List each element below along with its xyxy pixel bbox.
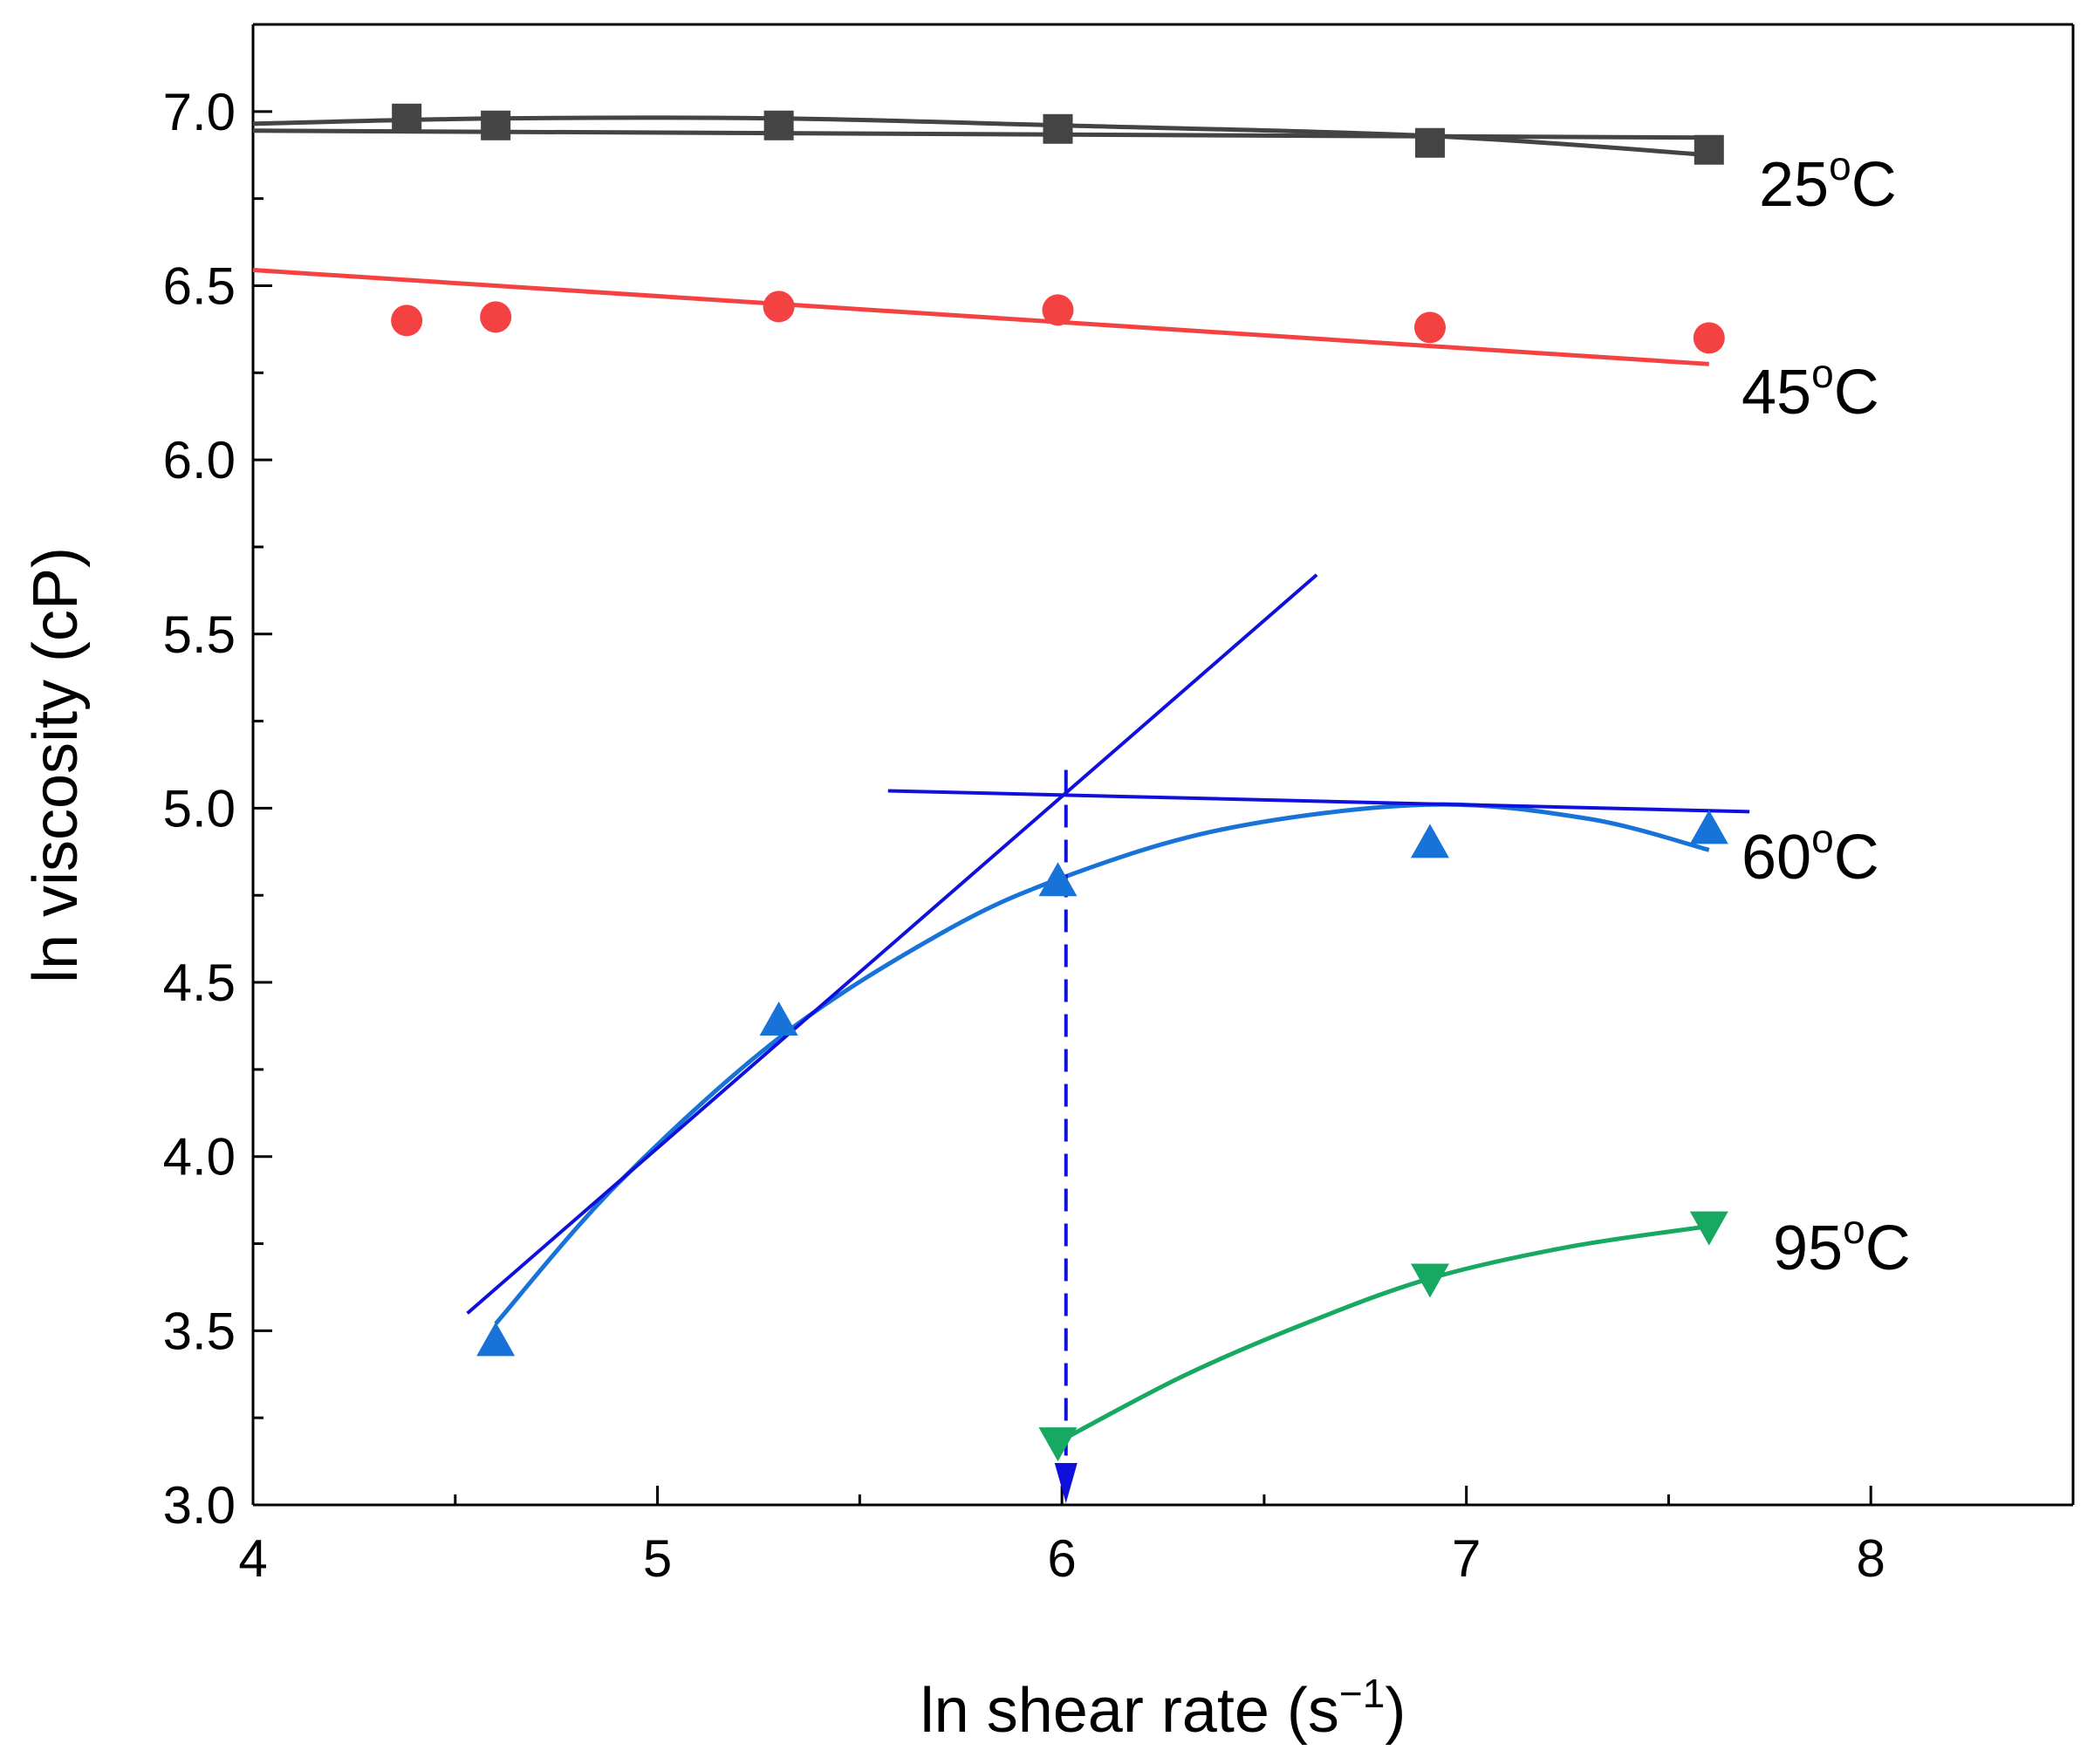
label-45C: 45oC [1742, 351, 1879, 427]
y-tick-label: 5.0 [163, 779, 236, 838]
data-point-25C [763, 110, 794, 140]
data-point-45C [391, 304, 423, 337]
data-point-60C [1689, 810, 1728, 844]
fit-lines [252, 115, 1710, 1445]
data-point-45C [1693, 322, 1725, 354]
series-labels: 25oC 45oC 60oC 95oC [1742, 143, 1911, 1283]
y-tick-label: 3.0 [163, 1476, 236, 1535]
data-point-25C [1414, 127, 1445, 158]
data-point-25C [1043, 113, 1073, 144]
y-tick-label: 7.0 [163, 83, 236, 141]
arrow-head [1054, 1463, 1078, 1503]
fit-line-95C [1057, 1224, 1710, 1445]
tangent-flat-line [887, 789, 1750, 814]
y-tick-label: 4.0 [163, 1128, 236, 1186]
y-tick-label: 5.5 [163, 605, 236, 664]
data-point-45C [1413, 311, 1446, 344]
x-tick-label: 6 [1047, 1529, 1076, 1588]
y-tick-label: 3.5 [163, 1302, 236, 1360]
fit-line-45C [252, 268, 1709, 366]
data-point-95C [1038, 1427, 1078, 1462]
label-60C: 60oC [1742, 816, 1879, 892]
x-tick-label: 5 [643, 1529, 672, 1588]
data-point-95C [1410, 1263, 1449, 1298]
y-tick-label: 4.5 [163, 954, 236, 1012]
y-tick-label: 6.5 [163, 256, 236, 315]
data-point-25C [481, 110, 511, 140]
x-tick-label: 4 [238, 1529, 267, 1588]
x-tick-label: 8 [1857, 1529, 1885, 1588]
y-ticks: 3.0 3.5 4.0 4.5 5.0 5.5 6.0 6.5 7.0 [163, 83, 272, 1535]
data-point-60C [476, 1322, 516, 1357]
data-point-60C [1410, 824, 1449, 858]
data-markers [391, 103, 1728, 1462]
annotation-lines [466, 573, 1750, 1503]
data-point-45C [763, 291, 795, 323]
x-axis-title: ln shear rate (s−1) [920, 1671, 1406, 1746]
y-tick-label: 6.0 [163, 431, 236, 489]
data-point-95C [1689, 1211, 1728, 1246]
fit-line-60C [494, 802, 1710, 1326]
y-axis-title: ln viscosity (cP) [21, 547, 91, 983]
label-25C: 25oC [1759, 143, 1897, 220]
label-95C: 95oC [1773, 1207, 1911, 1283]
data-point-45C [480, 301, 512, 333]
data-point-45C [1042, 294, 1074, 326]
data-point-60C [1038, 862, 1078, 897]
x-ticks: 4 5 6 7 8 [238, 1486, 2075, 1588]
x-tick-label: 7 [1452, 1529, 1481, 1588]
data-point-25C [392, 103, 422, 133]
fit-line-25C-secondary [252, 128, 1709, 140]
data-point-60C [759, 1001, 798, 1036]
data-point-25C [1694, 134, 1724, 165]
tangent-steep-line [466, 573, 1318, 1315]
